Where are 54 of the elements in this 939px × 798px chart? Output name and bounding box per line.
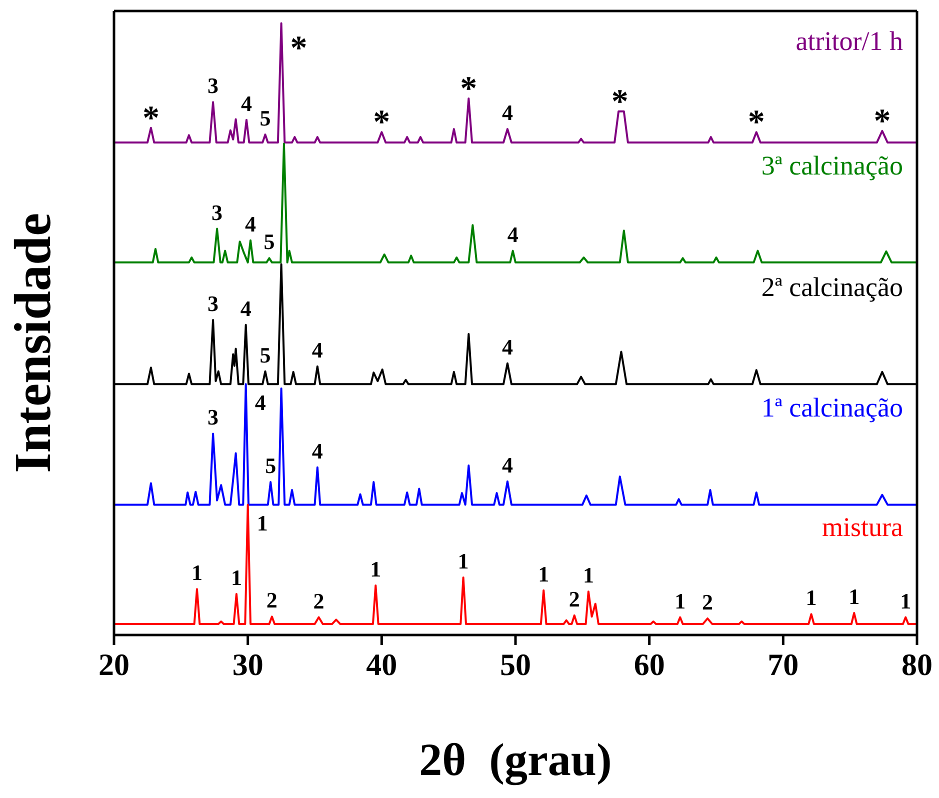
annotation: 1 <box>582 562 594 588</box>
annotation: 4 <box>254 390 266 416</box>
annotation: * <box>373 104 390 142</box>
annotation: 4 <box>312 438 323 464</box>
annotation: 1 <box>458 548 469 574</box>
x-axis-title: 2θ (grau) <box>419 734 612 786</box>
annotation: 1 <box>674 588 686 614</box>
x-tick-label: 30 <box>232 647 264 682</box>
annotation: 5 <box>260 342 271 368</box>
x-tick-label: 20 <box>98 647 130 682</box>
annotation: * <box>748 104 765 142</box>
annotation: 5 <box>264 229 275 254</box>
annotation: * <box>460 70 478 108</box>
annotation: 1 <box>370 556 382 582</box>
annotation: 1 <box>538 561 550 586</box>
x-tick-label: 60 <box>634 647 665 682</box>
annotation: 3 <box>208 404 219 430</box>
annotation: 5 <box>260 106 271 131</box>
annotation: 4 <box>507 222 518 247</box>
annotation: 4 <box>502 100 513 126</box>
annotation: 4 <box>312 337 323 362</box>
annotation: * <box>611 83 628 120</box>
annotation: 4 <box>240 90 252 116</box>
annotation: 4 <box>502 334 513 360</box>
annotation: 1 <box>900 588 912 614</box>
annotation: 4 <box>245 211 256 236</box>
annotation: 1 <box>191 560 202 586</box>
annotation: 4 <box>240 296 252 321</box>
annotation: 1 <box>848 584 860 609</box>
annotation: 2 <box>702 589 714 614</box>
annotation: 5 <box>265 453 276 478</box>
annotation: 2 <box>568 586 580 612</box>
annotation: 2 <box>266 588 278 613</box>
annotation: 1 <box>806 585 817 610</box>
annotation: 2 <box>313 588 324 614</box>
text: 1ª calcinação <box>761 392 903 423</box>
x-tick-label: 50 <box>500 647 531 682</box>
x-tick-label: 70 <box>768 647 799 682</box>
annotation: 3 <box>212 200 223 225</box>
text: mistura <box>822 512 904 542</box>
y-axis-title: Intensidade <box>5 212 62 474</box>
annotation: * <box>142 100 160 137</box>
annotation: 4 <box>502 452 513 478</box>
text: atritor/1 h <box>796 26 904 56</box>
annotation: 1 <box>256 510 268 536</box>
annotation: 3 <box>208 290 219 316</box>
x-tick-label: 40 <box>366 647 398 682</box>
x-tick-label: 80 <box>902 647 932 682</box>
text: 2ª calcinação <box>761 272 903 302</box>
annotation: * <box>290 30 308 68</box>
annotation: 1 <box>230 565 242 590</box>
annotation: 3 <box>208 73 219 98</box>
annotation: * <box>874 102 891 140</box>
text: 3ª calcinação <box>761 150 903 180</box>
